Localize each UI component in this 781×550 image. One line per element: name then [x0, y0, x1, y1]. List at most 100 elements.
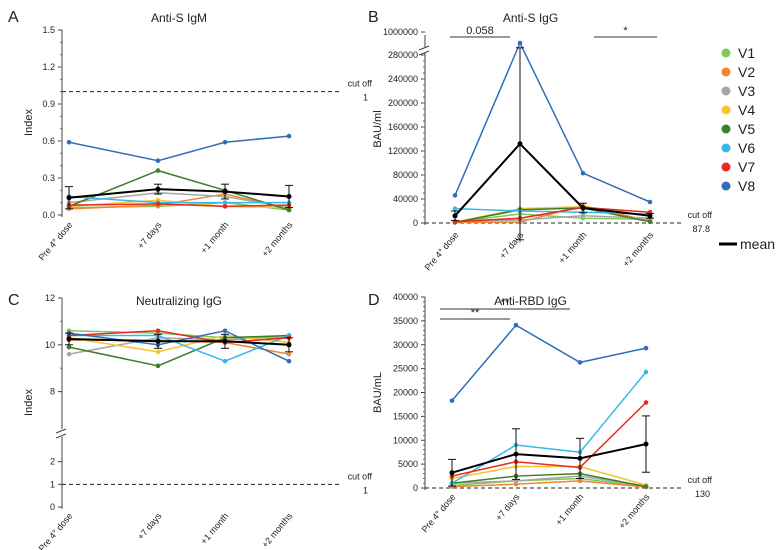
significance-label: *: [623, 25, 628, 37]
axis-break-mark: [55, 428, 67, 434]
series-line-v6: [68, 195, 289, 204]
data-point: [580, 170, 586, 176]
y-tick-label: 240000: [388, 74, 418, 84]
data-point: [66, 344, 72, 350]
mean-point: [577, 455, 583, 461]
data-point: [452, 193, 458, 198]
y-tick-label: 200000: [388, 98, 418, 108]
x-tick-label: +1 month: [199, 220, 231, 255]
series-line-v4: [451, 465, 647, 486]
legend-label: mean: [740, 236, 775, 252]
y-tick-label: 160000: [388, 122, 418, 132]
series-line-v5: [451, 472, 647, 488]
chart-title: Anti-RBD IgG: [494, 294, 567, 308]
y-tick-label: 1000000: [383, 27, 418, 37]
data-point: [643, 345, 649, 351]
x-tick-label: +1 month: [199, 511, 231, 546]
cutoff-value: 1: [363, 93, 368, 103]
y-tick-label: 0.6: [42, 136, 55, 146]
x-tick-label: Pre 4° dose: [37, 511, 75, 550]
significance-label: 0.058: [466, 25, 494, 37]
legend-swatch: [721, 86, 731, 96]
cutoff-label: cut off: [348, 471, 373, 481]
x-tick-label: Pre 4° dose: [423, 230, 461, 273]
panel-letter: B: [368, 9, 379, 26]
mean-line: [454, 142, 651, 217]
series-line-v8: [68, 135, 290, 162]
x-tick-label: +7 days: [135, 510, 163, 541]
cutoff-label: cut off: [688, 475, 713, 485]
data-point: [155, 168, 161, 173]
cutoff-label: cut off: [688, 210, 713, 220]
y-tick-label: 1.5: [42, 25, 55, 35]
y-tick-label: 1.2: [42, 62, 55, 72]
y-tick-label: 12: [45, 293, 55, 303]
series-line-v2: [451, 480, 647, 488]
x-tick-label: +2 months: [621, 229, 656, 268]
axis-break-mark: [418, 45, 430, 51]
data-point: [449, 398, 455, 403]
data-point: [643, 400, 649, 405]
x-tick-label: +1 month: [554, 492, 586, 527]
legend-swatch: [721, 181, 731, 191]
y-tick-label: 280000: [388, 50, 418, 60]
series-line-v6: [69, 334, 290, 362]
legend-swatch: [721, 105, 731, 115]
data-point: [155, 363, 161, 369]
series-line-v5: [454, 207, 651, 224]
data-point: [222, 204, 228, 209]
series-line-v1: [451, 477, 647, 488]
mean-point: [286, 194, 292, 199]
panel-letter: C: [8, 292, 20, 309]
series-line-v3: [451, 475, 647, 487]
x-tick-label: +7 days: [493, 491, 521, 522]
series-line-v7: [454, 206, 651, 223]
panel-d: D Anti-RBD IgG 0 5000 10000 15000 20000 25000 30…: [368, 292, 712, 534]
legend-label: V1: [738, 45, 755, 61]
data-point: [577, 360, 583, 365]
mean-point: [222, 338, 228, 344]
panel-a: A Anti-S IgM 0.0 0.3 0.6 0.9 1.2 1.5 Index cut of…: [8, 9, 372, 262]
y-tick-label: 120000: [388, 146, 418, 156]
y-tick-label: 0.9: [42, 99, 55, 109]
x-tick-label: Pre 4° dose: [420, 492, 458, 535]
data-point: [513, 481, 519, 487]
y-tick-label: 30000: [393, 340, 418, 350]
mean-point: [643, 441, 649, 447]
mean-point: [286, 342, 292, 348]
legend-label: V4: [738, 102, 755, 118]
cutoff-label: cut off: [348, 79, 373, 89]
data-point: [222, 358, 228, 364]
data-point: [647, 199, 653, 205]
chart-title: Anti-S IgG: [503, 11, 558, 25]
chart-title: Neutralizing IgG: [136, 294, 222, 308]
series-line-v5: [68, 169, 290, 211]
legend-swatch: [721, 48, 731, 58]
mean-line: [451, 443, 647, 474]
mean-point: [452, 213, 458, 219]
mean-point: [155, 186, 161, 192]
y-tick-label: 35000: [393, 316, 418, 326]
y-tick-label: 8: [50, 387, 55, 397]
x-tick-label: +7 days: [497, 229, 525, 260]
mean-point: [449, 470, 455, 476]
data-point: [155, 349, 161, 355]
legend-label: V8: [738, 178, 755, 194]
data-point: [155, 201, 161, 207]
data-point: [513, 322, 519, 328]
y-tick-label: 0: [413, 483, 418, 493]
data-point: [222, 200, 228, 205]
y-tick-label: 80000: [393, 170, 418, 180]
data-point: [286, 351, 292, 357]
series-line-v4: [68, 334, 290, 353]
data-point: [66, 139, 72, 145]
axis-break-mark: [418, 50, 430, 56]
legend-swatch: [721, 143, 731, 153]
legend-swatch: [721, 124, 731, 134]
data-point: [577, 478, 583, 484]
panel-b: B Anti-S IgG 0 40000 80000 120000 160000 200000…: [368, 9, 712, 272]
x-tick-label: +7 days: [135, 219, 163, 250]
data-point: [222, 139, 228, 145]
